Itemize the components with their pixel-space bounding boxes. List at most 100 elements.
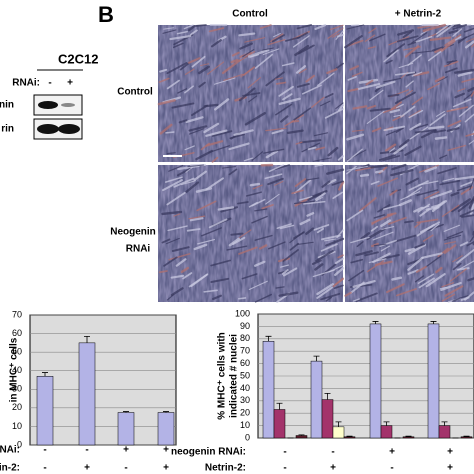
cell [373, 243, 387, 247]
cell [350, 236, 370, 244]
cell [313, 132, 329, 137]
error-bar [335, 421, 342, 427]
cell-line: C2C12 [58, 51, 98, 66]
y-tick-label: 90 [240, 321, 250, 331]
micrograph-texture [345, 165, 474, 302]
cell [171, 102, 195, 109]
cell [377, 204, 391, 213]
cell [171, 246, 190, 252]
y-tick-label: 10 [12, 421, 22, 431]
cell [446, 127, 460, 132]
cell [203, 122, 220, 134]
lane-label: - [48, 78, 51, 89]
cell [461, 214, 474, 218]
row-value: - [43, 445, 46, 456]
cell [180, 266, 190, 274]
cell [315, 249, 334, 262]
cell [228, 168, 238, 176]
bar [438, 425, 451, 439]
cell [364, 251, 379, 257]
cell [352, 105, 368, 110]
micrographs [157, 23, 474, 303]
cell [380, 219, 392, 228]
cell [170, 274, 185, 279]
cell [314, 164, 324, 167]
cell [405, 89, 413, 96]
y-tick-label: 70 [240, 346, 250, 356]
cell [316, 286, 334, 299]
cell [388, 216, 407, 225]
cell [379, 253, 400, 261]
blot-row-label: nin [0, 100, 14, 111]
cell [166, 152, 176, 155]
cell [435, 110, 445, 117]
cell [366, 260, 384, 273]
row-value: - [331, 447, 334, 458]
cell [366, 104, 377, 110]
cell [323, 238, 336, 242]
cell [320, 292, 341, 301]
cell [351, 129, 365, 132]
cell [366, 227, 386, 240]
cell [222, 166, 236, 169]
cell [383, 125, 406, 132]
cell [195, 24, 207, 27]
cell [429, 113, 446, 126]
cell [408, 109, 424, 119]
cell [286, 129, 304, 134]
cell [259, 24, 272, 30]
cell [201, 227, 222, 237]
cell [244, 112, 266, 126]
cell [395, 288, 417, 297]
cell [446, 106, 469, 113]
cell [176, 30, 188, 35]
cell [188, 128, 205, 135]
cell [170, 287, 184, 297]
y-axis-label: indicated # nuclei [229, 334, 240, 418]
cell [305, 227, 315, 235]
cell [358, 78, 379, 84]
cell [346, 24, 365, 30]
cell [326, 68, 338, 75]
row-value: + [447, 463, 453, 474]
cell [402, 30, 413, 39]
cell [208, 218, 228, 229]
cell [331, 33, 340, 38]
cell [372, 231, 394, 241]
cell [337, 155, 344, 161]
y-tick-label: 30 [240, 395, 250, 405]
cell [460, 181, 473, 187]
cell [416, 218, 439, 224]
cell [158, 270, 168, 274]
cell [276, 223, 292, 229]
cell [461, 77, 474, 83]
cell [214, 98, 230, 111]
y-tick-label: 60 [240, 358, 250, 368]
cell [465, 132, 474, 137]
cell [178, 119, 188, 124]
cell [347, 75, 357, 81]
cell [291, 189, 304, 195]
cell [184, 68, 195, 75]
cell [400, 105, 416, 118]
cell [261, 204, 274, 210]
cell [360, 232, 371, 240]
cell [439, 154, 448, 159]
cell [410, 32, 428, 44]
row-label: trin-2: [0, 463, 20, 474]
micrograph-texture [158, 165, 343, 302]
cell [297, 44, 315, 55]
cell [231, 51, 240, 57]
row-label: Netrin-2: [205, 463, 246, 474]
cell [280, 115, 289, 123]
cell [164, 176, 183, 183]
y-tick-label: 80 [240, 333, 250, 343]
cell [168, 253, 191, 261]
cell [371, 242, 379, 248]
cell [305, 74, 315, 83]
cell [394, 234, 417, 243]
cell [321, 180, 331, 188]
cell [271, 34, 285, 43]
cell [450, 191, 460, 197]
